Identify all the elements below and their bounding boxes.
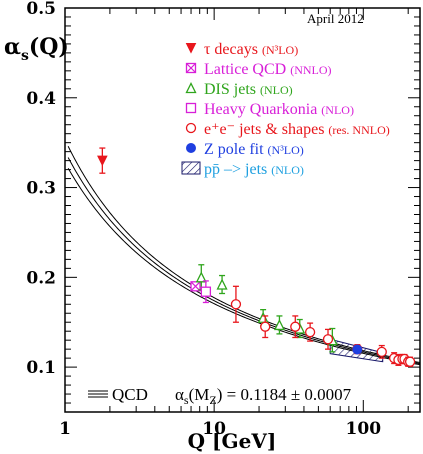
legend-marker-quarkonia <box>185 102 197 114</box>
ee-marker <box>290 321 301 332</box>
legend-marker-lattice <box>185 62 197 74</box>
ee-marker <box>230 299 242 310</box>
tick-labels: 1 10 100 0.1 0.2 0.3 0.4 0.5 <box>26 0 381 439</box>
plot-frame <box>64 7 421 413</box>
alpha-value: ) = 0.1184 ± 0.0007 <box>217 385 352 404</box>
qcd-curve-line-0 <box>67 167 420 366</box>
ee-point <box>404 356 416 367</box>
y-tick-label: 0.1 <box>26 358 56 378</box>
x-tick-label: 100 <box>346 419 382 439</box>
legend-marker-tau <box>185 43 197 54</box>
dis-point <box>273 315 285 335</box>
legend-label-dis: DIS jets (NLO) <box>204 81 293 98</box>
legend-marker-zpole <box>186 143 196 153</box>
legend-item-zpole: Z pole fit (N³LO) <box>186 141 304 158</box>
x-axis-title: Q [GeV] <box>188 429 277 453</box>
tau-marker <box>97 155 108 167</box>
legend-item-ee: e⁺e⁻ jets & shapes (res. NNLO) <box>185 121 390 138</box>
dis-marker <box>216 278 228 290</box>
ee-point <box>290 315 301 339</box>
y-tick-label: 0.2 <box>26 268 56 288</box>
legend-hatch-swatch <box>181 161 201 175</box>
ee-point <box>376 344 387 359</box>
legend-label-tau: τ decays (N³LO) <box>204 41 298 58</box>
y-tick-label: 0.5 <box>26 0 56 19</box>
legend-item-quarkonia: Heavy Quarkonia (NLO) <box>185 101 354 118</box>
legend-label-ee: e⁺e⁻ jets & shapes (res. NNLO) <box>204 121 390 138</box>
x-tick-label: 1 <box>59 419 71 439</box>
legend-label-zpole: Z pole fit (N³LO) <box>204 141 304 158</box>
ee-marker <box>322 334 334 345</box>
legend-order-zpole: (N³LO) <box>268 143 304 157</box>
data-points-layer <box>97 147 416 367</box>
legend-marker-ee <box>185 122 197 134</box>
ee-marker <box>376 346 387 357</box>
legend-marker-dis <box>185 82 197 94</box>
lattice-marker-cross-b <box>190 281 201 292</box>
qcd-line-icon <box>88 390 108 398</box>
legend-order-tau: (N³LO) <box>262 43 298 57</box>
legend-order-ppbar: (NLO) <box>271 163 304 177</box>
y-tick-label: 0.4 <box>26 89 56 109</box>
dis-marker <box>195 271 207 283</box>
legend-item-tau: τ decays (N³LO) <box>185 41 298 58</box>
alpha-arg: (M <box>189 385 210 404</box>
dis-marker <box>273 318 285 331</box>
legend: τ decays (N³LO) Lattice QCD (NNLO) DIS jet… <box>181 41 390 178</box>
axis-ticks <box>64 7 420 413</box>
y-axis-tail: (Q) <box>29 34 69 60</box>
ee-point <box>304 322 316 342</box>
legend-item-lattice: Lattice QCD (NNLO) <box>185 61 332 78</box>
y-axis-sub: s <box>21 48 29 64</box>
ee-point <box>322 328 334 350</box>
qcd-label: QCD <box>112 385 148 404</box>
y-axis-title: αs(Q) <box>4 34 69 64</box>
legend-marker-lattice-cross-b <box>186 63 196 73</box>
legend-label-lattice: Lattice QCD (NNLO) <box>204 61 332 78</box>
quarkonia-point <box>200 280 212 304</box>
alpha-subscript: s <box>184 393 189 407</box>
date-label: April 2012 <box>307 11 364 26</box>
tau-point <box>97 147 108 174</box>
y-axis-alpha: α <box>4 34 21 60</box>
legend-order-lattice: (NNLO) <box>290 63 331 77</box>
legend-item-dis: DIS jets (NLO) <box>185 81 293 98</box>
quarkonia-marker <box>200 286 212 297</box>
legend-item-ppbar: pp̄ –> jets (NLO) <box>181 161 304 178</box>
legend-order-dis: (NLO) <box>260 83 293 97</box>
ee-point <box>230 285 242 323</box>
legend-label-quarkonia: Heavy Quarkonia (NLO) <box>204 101 354 118</box>
ee-point <box>260 315 271 339</box>
ee-marker <box>260 321 271 332</box>
legend-label-ppbar: pp̄ –> jets (NLO) <box>204 161 304 178</box>
ee-marker <box>404 356 416 367</box>
alpha-s-formula: αs(MZ) = 0.1184 ± 0.0007 <box>175 385 352 407</box>
zpole-marker <box>352 344 363 355</box>
alpha-symbol: α <box>175 385 184 404</box>
x-tick-label: 10 <box>202 419 226 439</box>
dis-point <box>195 264 207 291</box>
dis-point <box>216 274 228 295</box>
legend-order-ee: (res. NNLO) <box>328 123 389 137</box>
y-tick-label: 0.3 <box>26 179 56 199</box>
legend-order-quarkonia: (NLO) <box>321 103 354 117</box>
qcd-annotation: QCD αs(MZ) = 0.1184 ± 0.0007 <box>88 385 352 407</box>
zpole-point <box>352 344 363 355</box>
ee-marker <box>304 326 316 338</box>
alpha-arg-subscript: Z <box>209 393 216 407</box>
